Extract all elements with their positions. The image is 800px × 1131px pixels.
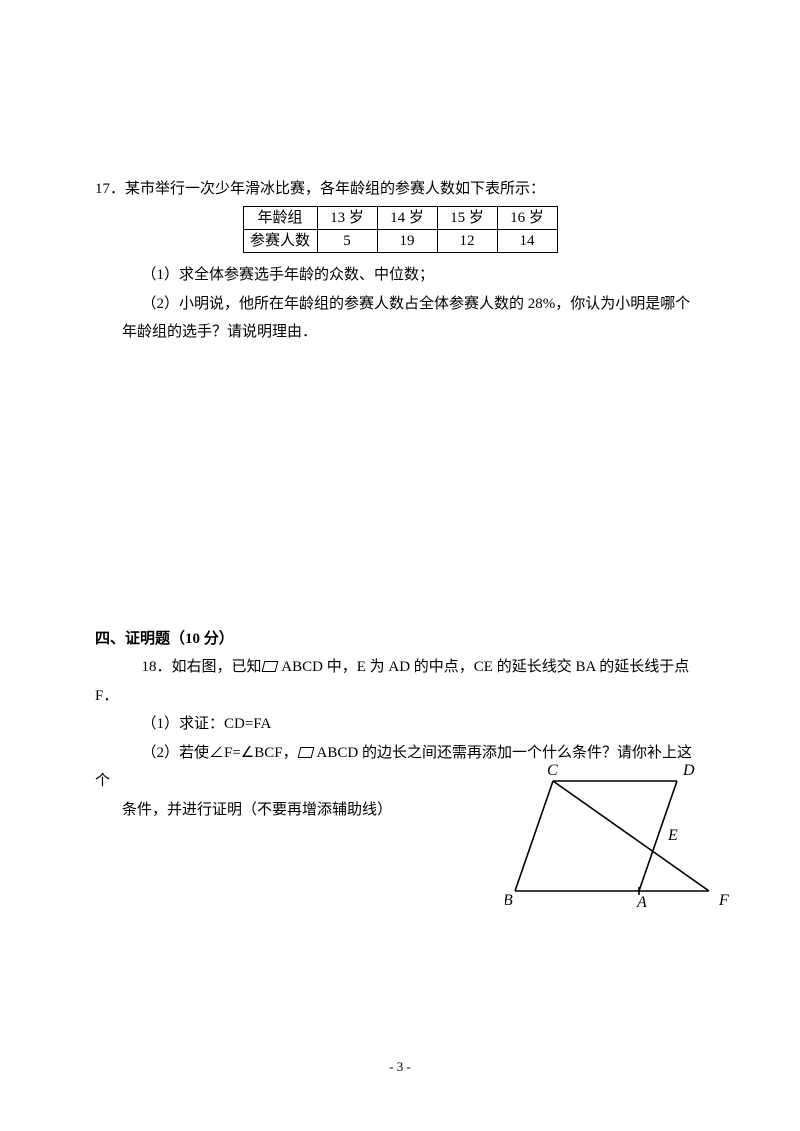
cell: 14 (497, 229, 557, 252)
svg-text:A: A (636, 894, 647, 911)
cell: 14 岁 (377, 206, 437, 229)
svg-text:C: C (547, 763, 558, 779)
q18-line1a: 如右图，已知 (172, 659, 262, 675)
cell: 13 岁 (317, 206, 377, 229)
parallelogram-icon (261, 661, 278, 672)
q17-number: 17． (95, 181, 125, 197)
table-row: 年龄组 13 岁 14 岁 15 岁 16 岁 (243, 206, 557, 229)
question-17: 17．某市举行一次少年滑冰比赛，各年龄组的参赛人数如下表所示： 年龄组 13 岁… (95, 175, 705, 347)
cell: 19 (377, 229, 437, 252)
q17-line1-text: 某市举行一次少年滑冰比赛，各年龄组的参赛人数如下表所示： (125, 181, 545, 197)
q17-prompt: 17．某市举行一次少年滑冰比赛，各年龄组的参赛人数如下表所示： (95, 175, 705, 204)
cell-row1-label: 年龄组 (243, 206, 317, 229)
section-4-title: 四、证明题（10 分） (95, 625, 705, 654)
cell-row2-label: 参赛人数 (243, 229, 317, 252)
q17-part2-line1: （2）小明说，他所在年龄组的参赛人数占全体参赛人数的 28%，你认为小明是哪个 (95, 290, 705, 319)
svg-text:D: D (682, 763, 695, 779)
q17-table: 年龄组 13 岁 14 岁 15 岁 16 岁 参赛人数 5 19 12 14 (243, 206, 558, 254)
q18-line1: 18．如右图，已知 ABCD 中，E 为 AD 的中点，CE 的延长线交 BA … (95, 653, 705, 710)
svg-text:E: E (667, 827, 678, 844)
cell: 12 (437, 229, 497, 252)
q17-part1: （1）求全体参赛选手年龄的众数、中位数； (95, 261, 705, 290)
cell: 16 岁 (497, 206, 557, 229)
q18-part2a: （2）若使∠F=∠BCF， (142, 745, 298, 761)
q17-part2-line2: 年龄组的选手？请说明理由． (95, 318, 705, 347)
q18-number: 18． (142, 659, 172, 675)
cell: 5 (317, 229, 377, 252)
q18-diagram: C D E B A F (505, 763, 735, 924)
page-number: - 3 - (0, 1059, 800, 1075)
q17-table-container: 年龄组 13 岁 14 岁 15 岁 16 岁 参赛人数 5 19 12 14 (95, 206, 705, 254)
svg-text:F: F (718, 892, 729, 909)
table-row: 参赛人数 5 19 12 14 (243, 229, 557, 252)
parallelogram-icon (297, 747, 314, 758)
parallelogram-diagram-svg: C D E B A F (505, 763, 735, 913)
workspace-gap (95, 347, 705, 617)
question-18: 18．如右图，已知 ABCD 中，E 为 AD 的中点，CE 的延长线交 BA … (95, 653, 705, 824)
svg-text:B: B (505, 892, 513, 909)
q18-part1: （1）求证：CD=FA (95, 710, 705, 739)
cell: 15 岁 (437, 206, 497, 229)
